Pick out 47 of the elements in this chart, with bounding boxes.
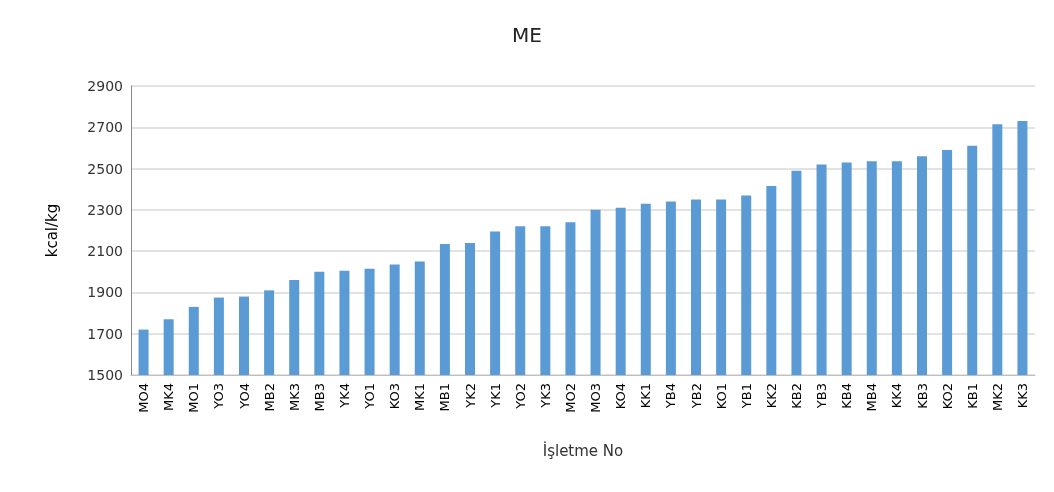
x-tick-label: KO4	[613, 383, 629, 410]
x-tick-label: MO2	[562, 383, 578, 413]
x-tick-label: MK1	[412, 383, 428, 412]
x-tick-label: YB3	[814, 383, 830, 410]
x-tick-label: KO2	[939, 383, 955, 410]
x-tick-label: KB3	[914, 383, 930, 409]
x-tick-label: KB4	[839, 383, 855, 409]
y-tick-label: 2500	[87, 160, 123, 177]
x-tick-label: MO4	[136, 383, 152, 413]
chart-title: ME	[512, 23, 542, 47]
y-tick-label: 2900	[87, 78, 123, 94]
x-tick-label: MK2	[989, 383, 1005, 412]
x-tick-label: YO4	[236, 383, 252, 410]
x-tick-label: KK4	[889, 383, 905, 409]
x-tick-label: MK4	[161, 383, 177, 412]
x-tick-label: MB2	[261, 383, 277, 412]
x-tick-label: YB1	[738, 383, 754, 410]
x-tick-label: KB2	[788, 383, 804, 409]
x-tick-label: YO2	[512, 383, 528, 410]
x-tick-label: YK4	[336, 383, 352, 409]
x-tick-label: MO1	[186, 383, 202, 413]
x-tick-label: YO3	[211, 383, 227, 410]
x-tick-label: KK3	[1014, 383, 1030, 409]
y-tick-label: 2300	[87, 201, 123, 218]
x-tick-label: YO1	[362, 383, 378, 410]
y-tick-label: 2700	[87, 119, 123, 136]
y-tick-label: 1900	[87, 284, 123, 301]
x-tick-label: MB3	[311, 383, 327, 412]
y-axis-title: kcal/kg	[42, 203, 61, 258]
y-tick-label: 2100	[87, 243, 123, 260]
x-tick-label: KB1	[964, 383, 980, 409]
x-tick-label: KO1	[713, 383, 729, 410]
x-tick-label: YK3	[537, 383, 553, 409]
x-tick-label: KK2	[763, 383, 779, 409]
x-tick-label: KO3	[387, 383, 403, 410]
x-tick-label: YB2	[688, 383, 704, 410]
x-tick-label: MK3	[286, 383, 302, 412]
x-tick-label: YK2	[462, 383, 478, 409]
x-tick-label: MO3	[588, 383, 604, 413]
x-tick-label: YB4	[663, 383, 679, 410]
x-tick-label: YK1	[487, 383, 503, 409]
x-tick-label: MB4	[864, 383, 880, 412]
x-axis-title: İşletme No	[542, 440, 624, 460]
y-tick-label: 1700	[87, 325, 123, 342]
x-tick-label: MB1	[437, 383, 453, 412]
x-tick-label: KK1	[638, 383, 654, 409]
y-tick-label: 1500	[87, 367, 123, 383]
